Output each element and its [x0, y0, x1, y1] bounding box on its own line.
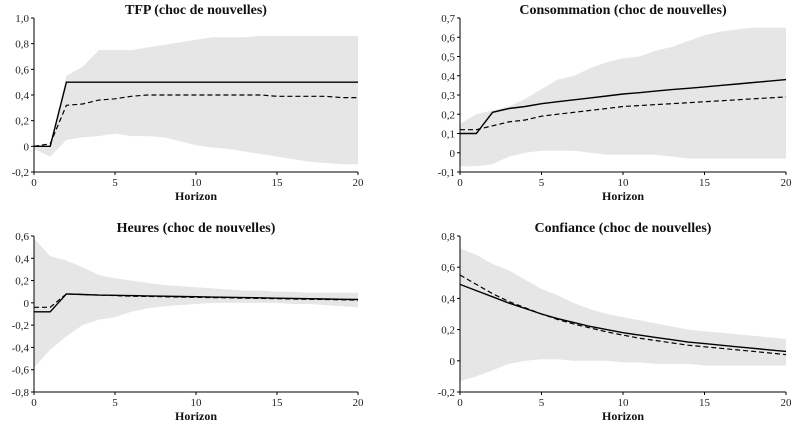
y-tick-label: 0,4	[441, 71, 455, 83]
y-tick-label: 0,2	[441, 109, 455, 121]
y-tick-label: -0,4	[12, 342, 30, 354]
x-tick-label: 20	[353, 397, 365, 409]
y-tick-label: 0,2	[15, 116, 29, 128]
series-line-dashed	[459, 274, 787, 356]
y-tick-label: 0,2	[15, 276, 29, 288]
y-tick-label: 0,6	[441, 262, 455, 274]
series-line-dashed	[33, 94, 358, 147]
x-axis-label: Horizon	[175, 189, 217, 203]
y-tick-label: 0,3	[441, 90, 455, 102]
chart-title: TFP (choc de nouvelles)	[125, 3, 267, 18]
y-tick-label: 0,6	[15, 231, 29, 243]
y-tick-label: 0,4	[15, 90, 29, 102]
y-tick-label: 0	[450, 356, 456, 368]
x-tick-label: 0	[31, 397, 37, 409]
x-tick-label: 5	[112, 397, 118, 409]
x-tick-label: 5	[539, 177, 545, 189]
y-tick-label: -0,6	[12, 365, 30, 377]
x-tick-label: 10	[191, 397, 203, 409]
x-tick-label: 15	[699, 397, 711, 409]
confidence-band	[34, 36, 358, 165]
x-axis-label: Horizon	[602, 189, 644, 203]
series-line-solid	[459, 283, 787, 353]
x-axis-label: Horizon	[602, 409, 644, 423]
x-tick-label: 5	[539, 397, 545, 409]
y-tick-label: 0,6	[15, 64, 29, 76]
chart-title: Consommation (choc de nouvelles)	[519, 3, 727, 18]
series-line-dashed	[34, 293, 359, 308]
confidence-band	[460, 27, 786, 167]
series-line-solid	[34, 81, 358, 147]
series-line-dashed	[460, 96, 787, 131]
confidence-band	[34, 238, 358, 368]
series-line-solid	[460, 78, 787, 135]
y-tick-label: -0,2	[12, 167, 29, 179]
x-tick-label: 10	[191, 177, 203, 189]
y-tick-label: 0	[24, 141, 30, 153]
x-tick-label: 10	[618, 397, 630, 409]
y-tick-label: 0,1	[441, 129, 455, 141]
x-tick-label: 20	[781, 397, 793, 409]
chart-panel-3: -0,200,20,40,60,80 5 10 15 20HorizonConfianc…	[438, 221, 792, 423]
y-tick-label: 1,0	[15, 13, 29, 25]
y-tick-label: -0,2	[12, 320, 29, 332]
confidence-band	[460, 248, 786, 382]
y-tick-label: 0,8	[441, 231, 455, 243]
y-tick-label: 0,2	[441, 325, 455, 337]
y-tick-label: -0,1	[438, 167, 455, 179]
x-tick-label: 20	[353, 177, 365, 189]
y-tick-label: 0,4	[441, 293, 455, 305]
y-tick-label: 0,8	[15, 39, 29, 51]
x-tick-label: 15	[699, 177, 711, 189]
x-axis-label: Horizon	[175, 409, 217, 423]
chart-title: Heures (choc de nouvelles)	[117, 221, 276, 236]
x-tick-label: 20	[781, 177, 793, 189]
y-tick-label: -0,8	[12, 387, 30, 399]
x-tick-label: 0	[457, 177, 463, 189]
chart-panel-2: -0,8 -0,6 -0,4 -0,2 0 0,2 0,4 0,6 0 5 10 15 20 Horizo…	[12, 221, 364, 423]
y-tick-label: 0,6	[441, 32, 455, 44]
y-tick-label: 0	[24, 298, 30, 310]
y-tick-label: 0	[450, 148, 456, 160]
x-tick-label: 10	[618, 177, 630, 189]
y-tick-label: 0,4	[15, 253, 29, 265]
x-tick-label: 0	[31, 177, 37, 189]
y-tick-label: 0,5	[441, 52, 455, 64]
x-tick-label: 15	[272, 397, 284, 409]
x-tick-label: 15	[272, 177, 284, 189]
y-tick-label: 0,7	[441, 13, 455, 25]
y-tick-label: -0,2	[438, 387, 455, 399]
x-tick-label: 0	[457, 397, 463, 409]
chart-title: Confiance (choc de nouvelles)	[535, 221, 712, 236]
chart-panel-1: -0,100,10,20,30,40,50,60,70 5 10 15 20Horizo…	[438, 3, 792, 203]
x-tick-label: 5	[112, 177, 118, 189]
